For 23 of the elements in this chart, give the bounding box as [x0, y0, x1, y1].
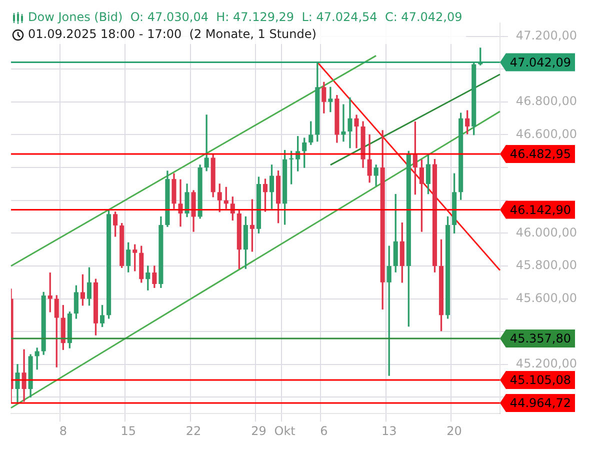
x-tick-label: Okt: [274, 424, 296, 438]
x-tick-label: 6: [320, 424, 328, 438]
x-tick-label: 20: [446, 424, 462, 438]
x-tick-label: 22: [186, 424, 202, 438]
chart-subtitle: 01.09.2025 18:00 - 17:00 (2 Monate, 1 Stunde): [28, 26, 316, 43]
ref-line-label: 46.482,95: [510, 147, 572, 162]
y-tick-label: 45.800,00: [516, 258, 578, 272]
y-tick-label: 46.600,00: [516, 126, 578, 141]
y-tick-label: 46.800,00: [516, 94, 578, 108]
y-tick-label: 46.000,00: [516, 225, 578, 240]
x-tick-label: 8: [59, 424, 67, 438]
y-tick-label: 45.200,00: [516, 356, 578, 371]
ref-line-label: 47.042,09: [510, 55, 572, 70]
x-tick-label: 13: [381, 424, 397, 438]
ref-line-label: 44.964,72: [510, 396, 572, 410]
chart-title: Dow Jones (Bid) O: 47.030,04 H: 47.129,29 L: 47.024,54 C: 47.042,09: [28, 9, 462, 26]
y-tick-label: 45.600,00: [516, 290, 578, 305]
ref-line-label: 46.142,90: [510, 202, 572, 217]
ref-line-label: 45.357,80: [510, 332, 572, 346]
x-tick-label: 15: [120, 424, 136, 438]
ref-line-label: 45.105,08: [510, 373, 572, 388]
y-tick-label: 47.200,00: [516, 28, 578, 42]
x-tick-label: 29: [251, 424, 266, 438]
